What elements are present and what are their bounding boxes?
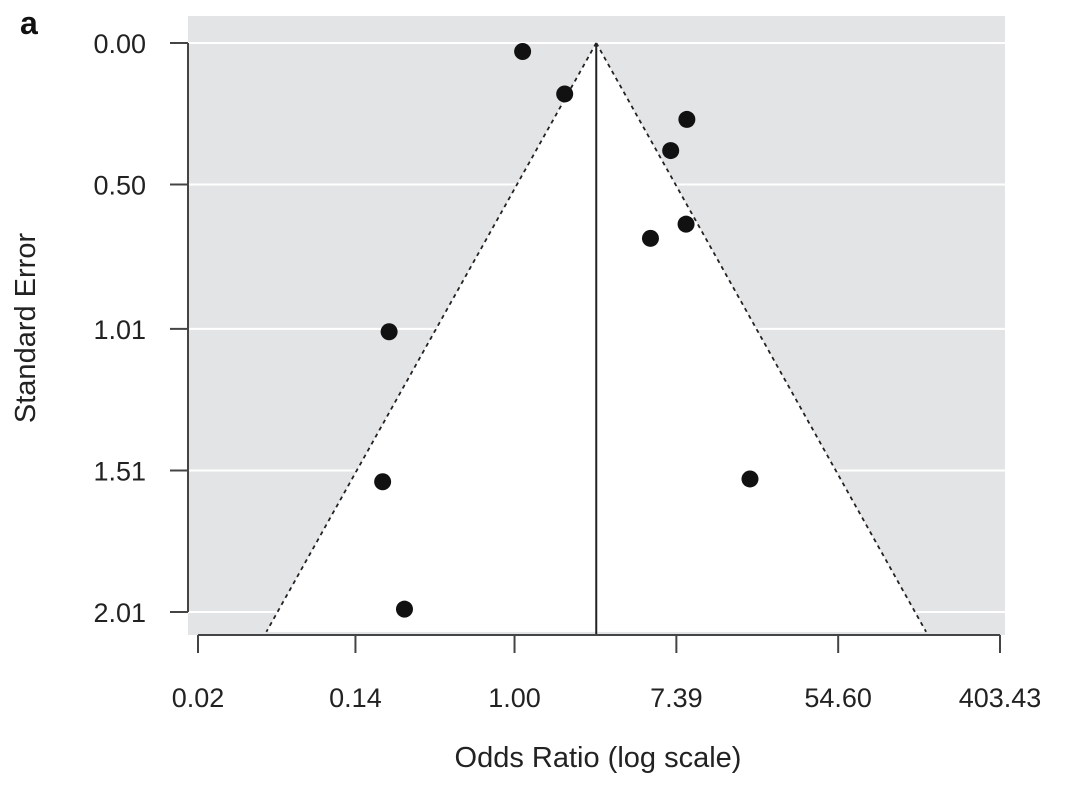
x-axis-ticks: 0.02 0.14 1.00 7.39 54.60 403.43 (172, 635, 1042, 713)
x-tick-label-4: 54.60 (804, 683, 872, 713)
data-points (374, 42, 759, 618)
x-tick-label-1: 0.14 (329, 683, 382, 713)
funnel-left-boundary (265, 42, 598, 633)
x-tick-label-5: 403.43 (959, 683, 1042, 713)
axes (187, 43, 1000, 636)
data-point-2 (678, 110, 696, 128)
data-point-4 (677, 215, 695, 233)
data-point-7 (374, 473, 392, 491)
data-point-6 (380, 323, 398, 341)
y-axis-ticks: 0.00 0.50 1.01 1.51 2.01 (93, 29, 188, 628)
x-tick-label-2: 1.00 (488, 683, 541, 713)
x-tick-label-3: 7.39 (650, 683, 703, 713)
panel-label: a (20, 5, 38, 41)
data-point-5 (641, 229, 659, 247)
y-tick-label-2: 1.01 (93, 315, 146, 345)
y-tick-label-1: 0.50 (93, 171, 146, 201)
data-point-9 (395, 600, 413, 618)
funnel-right-boundary (595, 42, 927, 633)
y-tick-label-0: 0.00 (93, 29, 146, 59)
y-tick-label-3: 1.51 (93, 456, 146, 486)
x-tick-label-0: 0.02 (172, 683, 225, 713)
data-point-8 (741, 470, 759, 488)
x-axis-title: Odds Ratio (log scale) (455, 742, 742, 774)
y-tick-label-4: 2.01 (93, 598, 146, 628)
y-axis-title: Standard Error (10, 233, 42, 424)
data-point-0 (514, 42, 532, 60)
data-point-3 (662, 142, 680, 160)
data-point-1 (556, 85, 574, 103)
plot-area (188, 16, 1005, 635)
